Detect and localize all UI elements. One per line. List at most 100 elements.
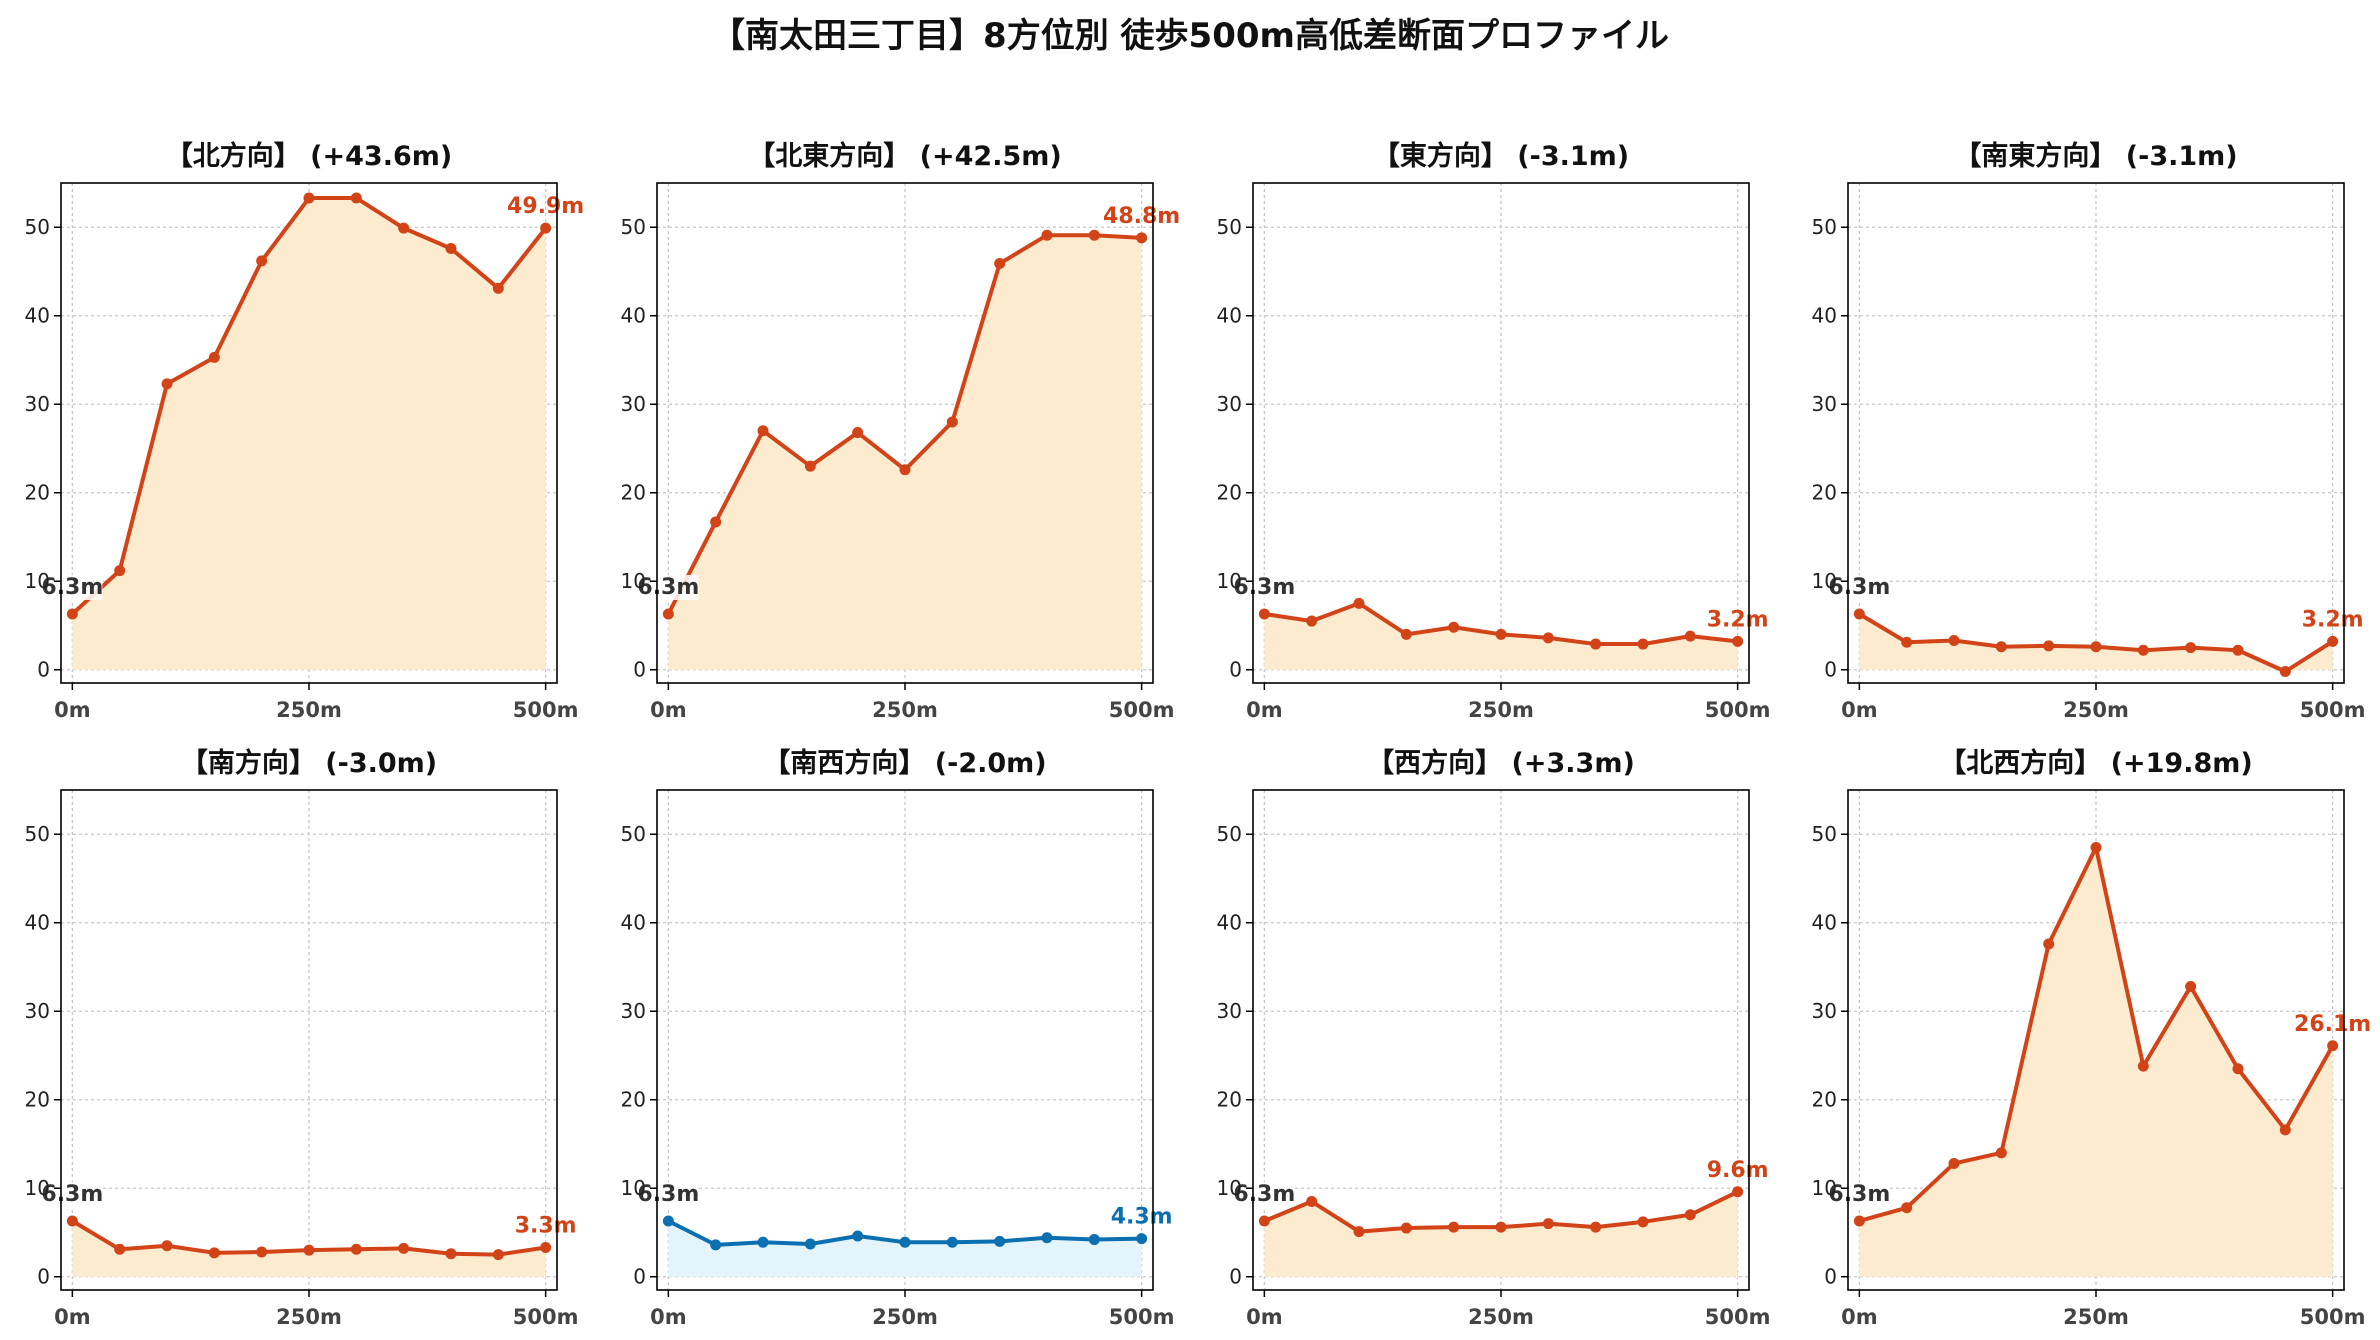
x-tick-label: 0m <box>650 1305 687 1329</box>
area-fill <box>668 235 1142 670</box>
start-label: 6.3m <box>1828 1182 1890 1207</box>
data-point <box>1353 1226 1365 1238</box>
data-point <box>208 1247 220 1259</box>
y-tick-label: 0 <box>1824 658 1837 682</box>
chart-title: 【南方向】 (-3.0m) <box>181 747 437 779</box>
end-label: 49.9m <box>507 194 584 219</box>
data-point <box>804 460 816 472</box>
y-tick-label: 20 <box>25 1088 50 1112</box>
data-point <box>1995 1147 2007 1159</box>
data-point <box>1495 628 1507 640</box>
x-tick-label: 250m <box>276 698 342 722</box>
x-tick-label: 500m <box>1705 1305 1771 1329</box>
start-label-bg <box>1829 574 1890 600</box>
data-point <box>398 1242 410 1254</box>
y-tick-label: 40 <box>25 304 50 328</box>
area-fill <box>72 198 546 670</box>
data-point <box>66 1215 78 1227</box>
data-point <box>1948 635 1960 647</box>
data-point <box>662 608 674 620</box>
y-tick-label: 50 <box>621 215 646 239</box>
data-point <box>492 1249 504 1261</box>
x-tick-label: 250m <box>2063 1305 2129 1329</box>
data-point <box>2185 642 2197 654</box>
data-point <box>2043 640 2055 652</box>
data-point <box>1041 229 1053 241</box>
y-tick-label: 0 <box>37 1265 50 1289</box>
data-point <box>1637 1216 1649 1228</box>
start-label-bg <box>638 1181 699 1207</box>
y-tick-label: 50 <box>25 822 50 846</box>
data-point <box>540 222 552 234</box>
data-point <box>1088 229 1100 241</box>
data-point <box>1306 615 1318 627</box>
data-point <box>492 282 504 294</box>
x-tick-label: 0m <box>1246 1305 1283 1329</box>
data-point <box>899 1236 911 1248</box>
start-label-bg <box>42 574 103 600</box>
start-label-bg <box>1829 1181 1890 1207</box>
area-fill <box>668 1220 1142 1277</box>
data-point <box>1853 1215 1865 1227</box>
data-point <box>1136 1233 1148 1245</box>
data-point <box>994 258 1006 270</box>
data-point <box>2043 938 2055 950</box>
data-point <box>1088 1234 1100 1246</box>
data-point <box>2090 842 2102 854</box>
end-label: 3.2m <box>2302 607 2364 632</box>
data-point <box>2232 644 2244 656</box>
x-tick-label: 0m <box>54 698 91 722</box>
y-tick-label: 0 <box>633 1265 646 1289</box>
data-point <box>852 1230 864 1242</box>
y-tick-label: 30 <box>1812 392 1837 416</box>
y-tick-label: 40 <box>1812 304 1837 328</box>
area-fill <box>72 1220 546 1277</box>
data-point <box>445 242 457 254</box>
start-label: 6.3m <box>637 575 699 600</box>
y-tick-label: 10 <box>1812 569 1837 593</box>
chart-title: 【西方向】 (+3.3m) <box>1367 747 1635 779</box>
area-fill <box>1264 1191 1738 1277</box>
data-point <box>303 192 315 204</box>
y-tick-label: 10 <box>25 1176 50 1200</box>
y-tick-label: 50 <box>621 822 646 846</box>
data-point <box>1353 597 1365 609</box>
chart-title: 【北東方向】 (+42.5m) <box>748 140 1061 172</box>
x-tick-label: 0m <box>1246 698 1283 722</box>
data-point <box>1684 1209 1696 1221</box>
data-point <box>161 378 173 390</box>
y-tick-label: 30 <box>1812 999 1837 1023</box>
x-tick-label: 500m <box>513 698 579 722</box>
y-tick-label: 30 <box>621 392 646 416</box>
x-tick-label: 250m <box>872 698 938 722</box>
y-tick-label: 30 <box>25 392 50 416</box>
data-point <box>303 1244 315 1256</box>
chart-title: 【南東方向】 (-3.1m) <box>1954 140 2237 172</box>
y-tick-label: 50 <box>1812 215 1837 239</box>
data-point <box>114 565 126 577</box>
x-tick-label: 0m <box>1841 698 1878 722</box>
data-point <box>710 516 722 528</box>
y-tick-label: 40 <box>1217 911 1242 935</box>
y-tick-label: 50 <box>25 215 50 239</box>
data-point <box>2327 635 2339 647</box>
start-label: 6.3m <box>637 1182 699 1207</box>
start-label-bg <box>1234 574 1295 600</box>
data-point <box>1136 232 1148 244</box>
y-tick-label: 50 <box>1217 822 1242 846</box>
data-point <box>710 1239 722 1251</box>
start-label-bg <box>1234 1181 1295 1207</box>
data-point <box>1853 608 1865 620</box>
y-tick-label: 40 <box>621 911 646 935</box>
y-tick-label: 0 <box>633 658 646 682</box>
data-point <box>2232 1063 2244 1075</box>
data-point <box>2327 1040 2339 1052</box>
y-tick-label: 30 <box>1217 999 1242 1023</box>
x-tick-label: 500m <box>1109 1305 1175 1329</box>
data-point <box>757 1236 769 1248</box>
y-tick-label: 20 <box>621 1088 646 1112</box>
data-point <box>1400 628 1412 640</box>
